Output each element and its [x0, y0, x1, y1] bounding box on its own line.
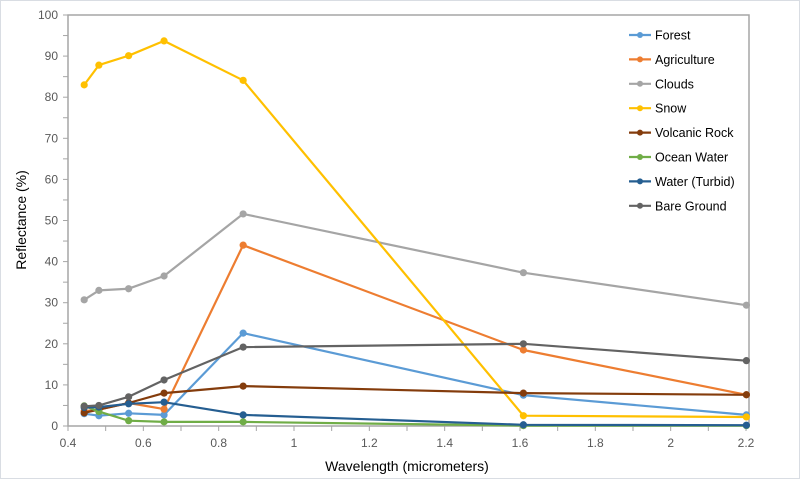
data-point[interactable] [95, 61, 103, 69]
data-point[interactable] [519, 340, 527, 348]
data-point[interactable] [125, 52, 133, 60]
plot-border [67, 14, 750, 427]
data-point[interactable] [95, 401, 103, 410]
data-point[interactable] [160, 411, 168, 419]
data-point[interactable] [125, 285, 133, 293]
legend-label: Water (Turbid) [655, 175, 735, 189]
legend-item[interactable]: Ocean Water [629, 151, 728, 165]
data-point[interactable] [125, 400, 133, 408]
data-point[interactable] [160, 376, 168, 384]
y-tick-label: 40 [45, 255, 59, 269]
data-point[interactable] [95, 286, 103, 294]
legend-label: Volcanic Rock [655, 126, 734, 140]
data-point[interactable] [125, 393, 133, 401]
data-point[interactable] [239, 411, 247, 419]
plot-area [67, 14, 750, 427]
legend-item[interactable]: Clouds [629, 77, 694, 91]
data-point[interactable] [160, 398, 168, 406]
y-tick-label: 10 [45, 378, 59, 392]
data-point[interactable] [160, 418, 168, 426]
series-volcanic-rock [80, 382, 750, 417]
legend-item[interactable]: Bare Ground [629, 199, 727, 213]
y-tick-label: 20 [45, 337, 59, 351]
legend-label: Ocean Water [655, 151, 728, 165]
data-point[interactable] [239, 343, 247, 351]
y-tick-label: 60 [45, 172, 59, 186]
legend-item[interactable]: Volcanic Rock [629, 126, 734, 140]
legend-item[interactable]: Snow [629, 102, 687, 116]
data-point[interactable] [160, 389, 168, 397]
y-tick-label: 30 [45, 296, 59, 310]
data-point[interactable] [742, 357, 750, 365]
legend-item[interactable]: Forest [629, 29, 691, 43]
legend-item[interactable]: Water (Turbid) [629, 175, 735, 189]
legend-label: Clouds [655, 77, 694, 91]
data-point[interactable] [125, 417, 133, 425]
data-point[interactable] [742, 301, 750, 309]
legend-label: Snow [655, 102, 687, 116]
series-clouds [80, 210, 750, 309]
data-point[interactable] [239, 241, 247, 249]
data-point[interactable] [160, 405, 168, 413]
data-point[interactable] [239, 329, 247, 337]
x-tick-label: 0.8 [210, 436, 227, 450]
x-tick-label: 1 [291, 436, 298, 450]
x-tick-label: 2.2 [738, 436, 755, 450]
x-tick-label: 1.4 [436, 436, 453, 450]
data-point[interactable] [742, 421, 750, 429]
x-tick-label: 1.6 [512, 436, 529, 450]
y-axis-title: Reflectance (%) [13, 170, 29, 270]
data-point[interactable] [519, 421, 527, 429]
data-point[interactable] [125, 409, 133, 417]
series-layer [80, 37, 750, 430]
legend: Forest Agriculture Clouds Snow Volcanic Rock… [629, 29, 735, 213]
x-tick-label: 2 [667, 436, 674, 450]
x-tick-label: 0.6 [135, 436, 152, 450]
x-axis: 0.4 0.6 0.8 1 1.2 1.4 1.6 1.8 2 2.2 [60, 426, 755, 450]
data-point[interactable] [80, 402, 88, 410]
y-tick-label: 50 [45, 214, 59, 228]
y-tick-label: 90 [45, 49, 59, 63]
data-point[interactable] [160, 272, 168, 280]
data-point[interactable] [160, 37, 168, 45]
x-tick-label: 1.8 [587, 436, 604, 450]
x-tick-label: 0.4 [60, 436, 77, 450]
data-point[interactable] [80, 81, 88, 89]
data-point[interactable] [239, 418, 247, 426]
legend-label: Agriculture [655, 53, 715, 67]
legend-item[interactable]: Agriculture [629, 53, 715, 67]
data-point[interactable] [742, 413, 750, 421]
legend-label: Forest [655, 29, 691, 43]
series-snow [80, 37, 750, 421]
y-tick-label: 100 [38, 8, 58, 22]
data-point[interactable] [519, 269, 527, 277]
y-axis: 0 10 20 30 40 50 60 70 80 90 100 [38, 8, 68, 433]
data-point[interactable] [239, 76, 247, 84]
data-point[interactable] [519, 346, 527, 354]
series-bare-ground [80, 340, 750, 410]
legend-label: Bare Ground [655, 199, 727, 213]
data-point[interactable] [80, 409, 88, 417]
data-point[interactable] [239, 210, 247, 218]
series-agriculture [80, 241, 750, 415]
data-point[interactable] [519, 389, 527, 397]
y-tick-label: 70 [45, 131, 59, 145]
data-point[interactable] [80, 296, 88, 304]
x-tick-label: 1.2 [361, 436, 378, 450]
data-point[interactable] [742, 391, 750, 399]
data-point[interactable] [239, 382, 247, 390]
y-tick-label: 0 [51, 419, 58, 433]
x-axis-title: Wavelength (micrometers) [325, 458, 489, 474]
data-point[interactable] [519, 412, 527, 420]
y-tick-label: 80 [45, 90, 59, 104]
